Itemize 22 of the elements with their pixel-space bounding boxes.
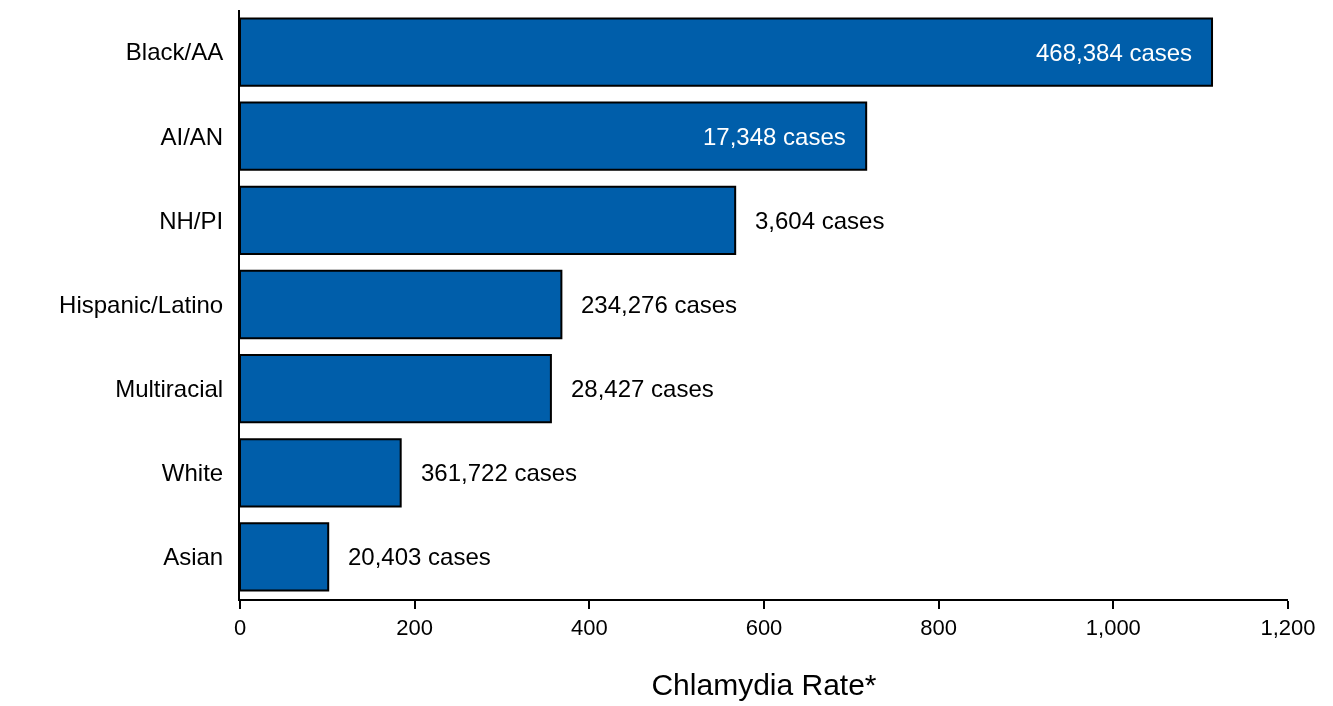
annotation: 17,348 cases (703, 123, 846, 150)
x-tick-label: 600 (745, 615, 783, 641)
x-tick-label: 800 (920, 615, 958, 641)
x-tick-label: 0 (233, 615, 247, 641)
x-tick-label: 1,000 (1085, 615, 1141, 641)
x-tick-label: 1,200 (1260, 615, 1316, 641)
x-axis-title: Chlamydia Rate* (651, 668, 877, 702)
annotation: 361,722 cases (421, 459, 578, 486)
annotation: 20,403 cases (348, 543, 491, 570)
x-tick-label: 400 (570, 615, 608, 641)
y-tick-label: Multiracial (115, 375, 224, 403)
annotation: 468,384 cases (1036, 39, 1193, 66)
annotation: 234,276 cases (581, 291, 738, 318)
y-tick-label: NH/PI (159, 206, 224, 234)
y-tick-label: AI/AN (160, 122, 224, 150)
annotation: 28,427 cases (571, 375, 714, 402)
y-tick-label: Asian (163, 543, 224, 571)
annotation: 3,604 cases (755, 207, 885, 234)
y-tick-label: Black/AA (125, 38, 224, 66)
y-tick-label: White (161, 459, 224, 487)
x-tick-label: 200 (396, 615, 434, 641)
y-tick-label: Hispanic/Latino (59, 290, 224, 318)
